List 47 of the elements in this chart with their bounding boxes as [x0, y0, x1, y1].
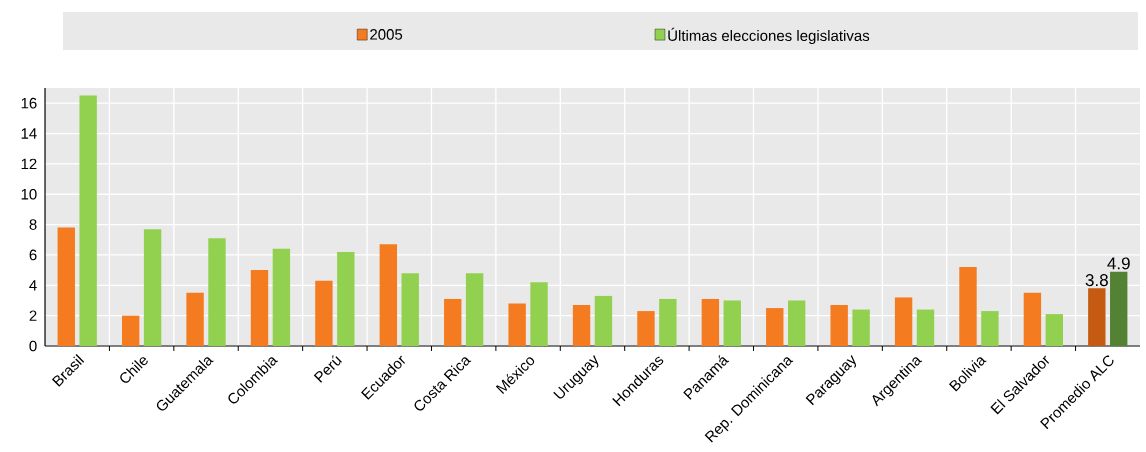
bar: [852, 309, 870, 346]
bar: [250, 270, 269, 346]
bar: [379, 244, 398, 346]
bar: [572, 305, 591, 346]
data-label: 4.9: [1107, 257, 1130, 270]
bar: [637, 311, 655, 346]
bar: [121, 315, 140, 346]
bar: [465, 273, 484, 346]
bar: [981, 311, 999, 346]
legend-label: Últimas elecciones legislativas: [668, 27, 870, 44]
bar: [186, 292, 204, 346]
bar: [659, 298, 677, 346]
y-tick-label: 8: [29, 219, 37, 230]
bar: [444, 298, 462, 346]
y-tick-label: 4: [29, 280, 37, 291]
bar: [959, 267, 977, 346]
bar: [57, 227, 75, 346]
bar: [787, 300, 806, 346]
y-tick-label: 6: [29, 249, 37, 261]
bar: [315, 280, 333, 346]
bar: [401, 273, 419, 346]
bar: [1088, 288, 1106, 346]
bar: [594, 295, 613, 346]
bar: [1045, 314, 1063, 346]
bar: [272, 248, 291, 346]
y-tick-label: 0: [29, 340, 37, 352]
y-tick-label: 16: [21, 97, 37, 109]
bar: [894, 297, 913, 346]
bar: [916, 309, 935, 346]
y-tick-label: 14: [21, 128, 37, 139]
bar: [208, 238, 226, 346]
bar: [723, 300, 741, 346]
data-label: 3.8: [1085, 274, 1108, 287]
bar: [1023, 292, 1042, 346]
bar: [530, 282, 548, 346]
bar: [701, 298, 720, 346]
y-tick-label: 12: [21, 158, 37, 170]
y-tick-label: 10: [21, 188, 37, 200]
bar: [337, 251, 355, 346]
bar: [1110, 271, 1128, 346]
bar: [766, 308, 784, 346]
bar: [830, 305, 848, 346]
legend-label: 2005: [370, 29, 403, 40]
bar: [79, 95, 97, 346]
bar: [508, 303, 526, 346]
bar: [143, 229, 162, 346]
y-tick-label: 2: [29, 310, 37, 321]
